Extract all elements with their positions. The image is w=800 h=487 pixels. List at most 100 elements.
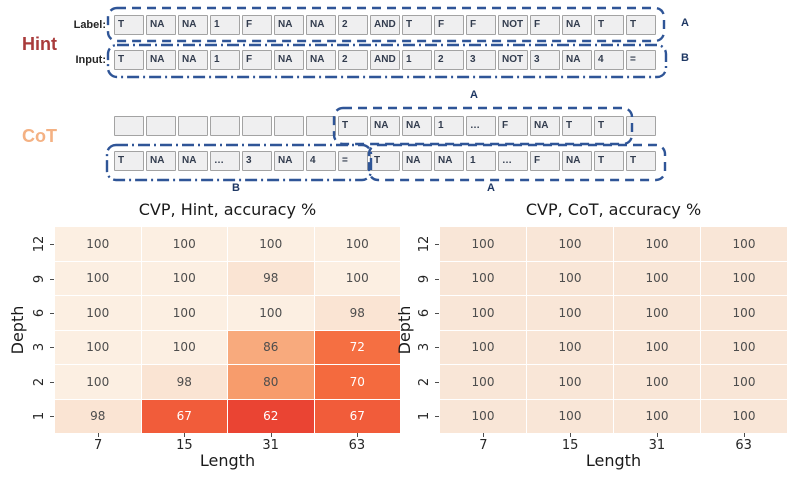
hint-label-tag: A [681, 17, 689, 29]
heatmap-cot-title: CVP, CoT, accuracy % [525, 200, 702, 219]
token-cell: F [498, 116, 528, 136]
token-cell: NA [274, 15, 304, 35]
heatmap-hint-ylabel: Depth [8, 305, 27, 355]
empty-token-cell [306, 116, 336, 136]
heatmap-cot-xlabel: Length [585, 451, 642, 470]
hint-input-token-row: T NA NA 1 F NA NA 2 AND 1 2 3 NOT 3 NA 4 = [114, 50, 656, 70]
heatmap-cell: 98 [141, 365, 227, 399]
token-cell: F [434, 15, 464, 35]
heatmap-cell: 100 [228, 227, 314, 261]
cot-bottom-tag-b: B [232, 182, 240, 194]
cot-section-label: CoT [22, 126, 57, 146]
cot-bottom-tag-a: A [487, 182, 495, 194]
y-tick-mark [435, 415, 439, 417]
y-tick-label: 1 [417, 411, 432, 420]
token-cell: NOT [498, 15, 528, 35]
y-tick-mark [50, 278, 54, 280]
x-tick-label: 31 [648, 438, 666, 453]
token-cell: T [626, 151, 656, 171]
token-cell: 1 [402, 50, 432, 70]
heatmap-cell: 86 [228, 330, 314, 364]
y-tick-mark [50, 244, 54, 246]
heatmap-cell: 100 [614, 399, 700, 433]
token-cell: F [466, 15, 496, 35]
x-tick-label: 31 [262, 438, 279, 453]
heatmap-cell: 100 [527, 227, 613, 261]
token-cell: T [114, 50, 144, 70]
heatmap-cell: 100 [440, 365, 526, 399]
token-cell: 2 [434, 50, 464, 70]
token-cell: T [626, 15, 656, 35]
token-cell: NA [178, 15, 208, 35]
hint-label-token-row: T NA NA 1 F NA NA 2 AND T F F NOT F NA T T [114, 15, 656, 35]
heatmap-cell: 80 [228, 365, 314, 399]
empty-token-cell [626, 116, 656, 136]
hint-label-caption: Label: [73, 19, 106, 31]
token-cell: 1 [466, 151, 496, 171]
token-cell: 1 [210, 15, 240, 35]
heatmap-cell: 100 [141, 261, 227, 295]
token-cell: NA [146, 50, 176, 70]
token-cell: 2 [338, 50, 368, 70]
heatmap-cell: 100 [440, 227, 526, 261]
y-tick-mark [435, 278, 439, 280]
y-tick-mark [435, 244, 439, 246]
heatmap-cell: 100 [701, 365, 787, 399]
token-cell: NA [370, 116, 400, 136]
heatmap-cell: 100 [614, 330, 700, 364]
heatmap-cell: 100 [141, 296, 227, 330]
heatmap-cell: 100 [55, 296, 141, 330]
token-cell: T [594, 15, 624, 35]
heatmap-cell: 70 [314, 365, 400, 399]
heatmap-cell: 100 [55, 330, 141, 364]
heatmap-hint-title: CVP, Hint, accuracy % [138, 200, 317, 219]
y-tick-mark [50, 347, 54, 349]
token-cell: 4 [306, 151, 336, 171]
heatmap-cell: 100 [527, 330, 613, 364]
y-tick-label: 6 [32, 308, 47, 317]
x-tick-mark [656, 433, 658, 437]
x-tick-mark [483, 433, 485, 437]
heatmap-cot-ylabel: Depth [395, 305, 414, 355]
token-cell: 3 [242, 151, 272, 171]
token-cell: 4 [594, 50, 624, 70]
token-cell: = [338, 151, 368, 171]
empty-token-cell [146, 116, 176, 136]
cot-output-token-row: T NA NA 1… F NA T T [114, 116, 656, 136]
token-cell: NA [402, 116, 432, 136]
token-cell: F [530, 151, 560, 171]
token-cell: NA [178, 151, 208, 171]
y-tick-mark [50, 415, 54, 417]
token-cell: T [114, 15, 144, 35]
token-cell: NA [562, 50, 592, 70]
y-tick-mark [50, 312, 54, 314]
x-tick-label: 63 [348, 438, 366, 453]
heatmap-cell: 100 [614, 227, 700, 261]
x-tick-label: 63 [735, 438, 752, 453]
y-tick-label: 3 [417, 343, 432, 352]
token-cell: NA [434, 151, 464, 171]
y-tick-label: 6 [417, 308, 432, 317]
y-tick-label: 3 [32, 343, 47, 352]
heatmap-cot-grid: 100 100 100 100 100 100 100 100 100 100 100 100 100 1… [440, 227, 787, 433]
token-cell: NA [146, 15, 176, 35]
heatmap-cell: 100 [701, 227, 787, 261]
token-cell: AND [370, 50, 400, 70]
heatmap-cell: 100 [440, 261, 526, 295]
heatmap-cell: 100 [228, 296, 314, 330]
heatmap-cell: 67 [141, 399, 227, 433]
y-tick-label: 2 [417, 377, 432, 386]
y-tick-mark [435, 381, 439, 383]
heatmap-cell: 100 [314, 227, 400, 261]
token-cell: T [338, 116, 368, 136]
empty-token-cell [178, 116, 208, 136]
heatmap-cell: 98 [228, 261, 314, 295]
y-tick-label: 12 [32, 235, 47, 253]
y-tick-mark [50, 381, 54, 383]
heatmap-cell: 98 [314, 296, 400, 330]
token-cell: T [594, 151, 624, 171]
token-cell: NA [146, 151, 176, 171]
token-cell: T [370, 151, 400, 171]
heatmap-cell: 98 [55, 399, 141, 433]
heatmap-cell: 100 [701, 296, 787, 330]
